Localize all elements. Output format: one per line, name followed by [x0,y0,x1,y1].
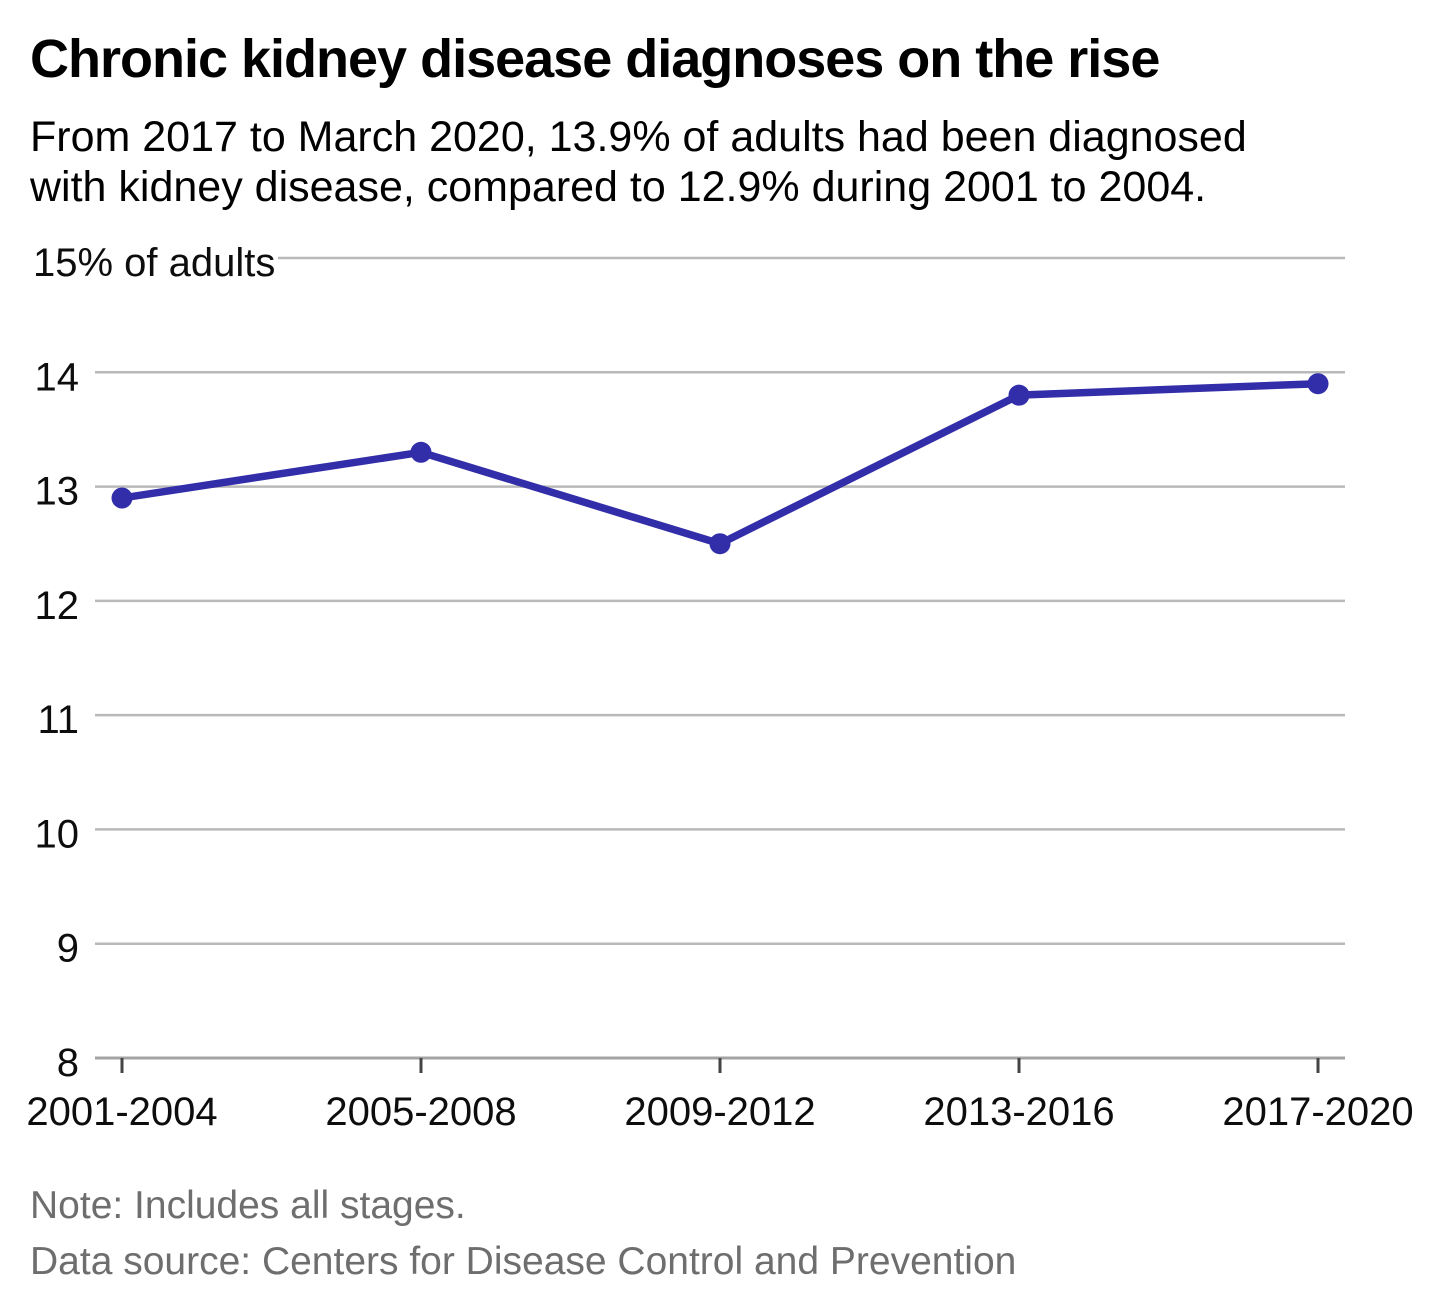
x-tick-label: 2013-2016 [923,1090,1114,1134]
chart-note: Note: Includes all stages. [30,1184,466,1227]
data-point [709,533,731,555]
data-point [1307,373,1329,395]
y-tick-label: 10 [35,812,80,856]
y-tick-label: 8 [57,1041,79,1085]
y-tick-label: 12 [35,584,80,628]
y-tick-label: 13 [35,470,80,514]
chart-title: Chronic kidney disease diagnoses on the … [30,29,1160,89]
x-tick-label: 2009-2012 [624,1090,815,1134]
data-point [410,441,432,463]
y-tick-label: 11 [37,698,79,742]
x-tick-label: 2001-2004 [26,1090,217,1134]
y-tick-label: 14 [35,355,80,399]
chart-subtitle-line2: with kidney disease, compared to 12.9% d… [30,163,1207,211]
x-tick-label: 2005-2008 [325,1090,516,1134]
y-tick-label: 9 [57,927,79,971]
chart-subtitle-line1: From 2017 to March 2020, 13.9% of adults… [30,113,1247,161]
data-point [111,487,133,509]
y-axis-top-label: 15% of adults [33,241,275,285]
line-chart: 15% of adults 14 13 12 11 10 9 8 2001-2004 2005-2… [26,241,1413,1134]
data-line [121,379,1319,548]
chart-source: Data source: Centers for Disease Control… [30,1240,1017,1283]
chart-subtitle: From 2017 to March 2020, 13.9% of adults… [30,112,1247,212]
data-point [1008,384,1030,406]
x-tick-label: 2017-2020 [1222,1090,1413,1134]
